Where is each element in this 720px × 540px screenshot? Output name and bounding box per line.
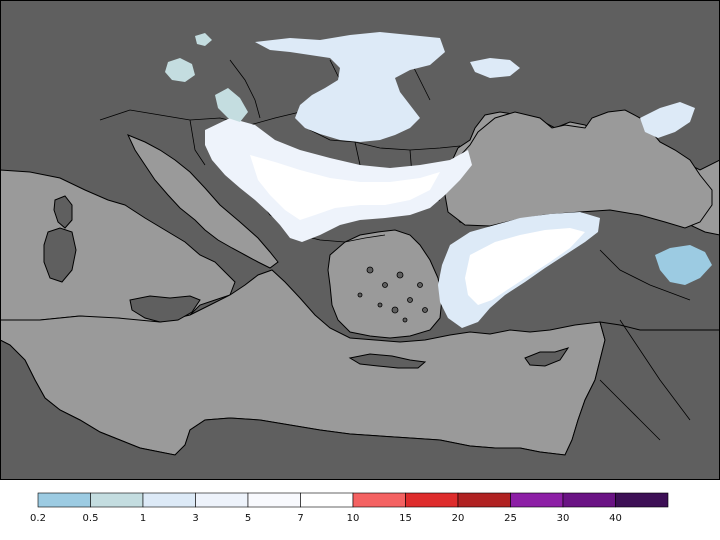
colorbar-bin-0 <box>37 492 91 508</box>
colorbar-bin-8 <box>457 492 511 508</box>
black-sea <box>444 109 713 229</box>
snow-area-northwest <box>165 58 195 82</box>
island-crete <box>348 353 427 369</box>
colorbar-tick-label: 5 <box>245 513 251 524</box>
snow-area-caucasus <box>640 102 695 138</box>
colorbar-ticks: 0.2 0.5 1 3 5 7 10 15 20 25 30 40 <box>30 513 622 524</box>
colorbar-bin-5 <box>300 492 354 508</box>
colorbar-bins <box>37 492 669 508</box>
snow-area-central-europe <box>255 32 445 142</box>
colorbar-tick-label: 40 <box>609 513 622 524</box>
island-corsica <box>53 195 73 229</box>
colorbar-bin-6 <box>352 492 406 508</box>
island-sicily <box>129 295 201 323</box>
aegean-islands <box>357 266 428 323</box>
colorbar-tick-label: 25 <box>504 513 517 524</box>
colorbar-tick-label: 0.2 <box>30 513 46 524</box>
colorbar-bin-7 <box>405 492 459 508</box>
colorbar-tick-label: 30 <box>557 513 570 524</box>
snow-depth-map <box>0 0 720 480</box>
colorbar-tick-label: 15 <box>399 513 412 524</box>
land-africa <box>0 321 720 480</box>
colorbar-bin-9 <box>510 492 564 508</box>
colorbar-tick-label: 3 <box>192 513 198 524</box>
snow-area-pannonia <box>215 88 248 122</box>
colorbar-bin-10 <box>562 492 616 508</box>
colorbar-bin-2 <box>142 492 196 508</box>
colorbar-tick-label: 20 <box>452 513 465 524</box>
snow-area-anatolia-core <box>465 228 585 305</box>
snow-area-east <box>655 245 712 285</box>
snow-area-north-east <box>470 58 520 78</box>
colorbar-bin-1 <box>90 492 144 508</box>
snow-area-north-small <box>195 33 212 46</box>
colorbar-tick-label: 0.5 <box>83 513 99 524</box>
island-cyprus <box>524 347 570 367</box>
island-sardinia <box>43 227 77 283</box>
colorbar-tick-label: 10 <box>347 513 360 524</box>
colorbar-tick-label: 1 <box>140 513 146 524</box>
colorbar-tick-label: 7 <box>297 513 303 524</box>
snow-cover <box>165 32 712 328</box>
snow-area-balkans-core <box>250 155 440 220</box>
colorbar-legend: 0.2 0.5 1 3 5 7 10 15 20 25 30 40 <box>30 492 669 524</box>
adriatic-sea <box>127 134 279 269</box>
colorbar-bin-4 <box>247 492 301 508</box>
colorbar-bin-3 <box>195 492 249 508</box>
colorbar-bin-11 <box>615 492 669 508</box>
